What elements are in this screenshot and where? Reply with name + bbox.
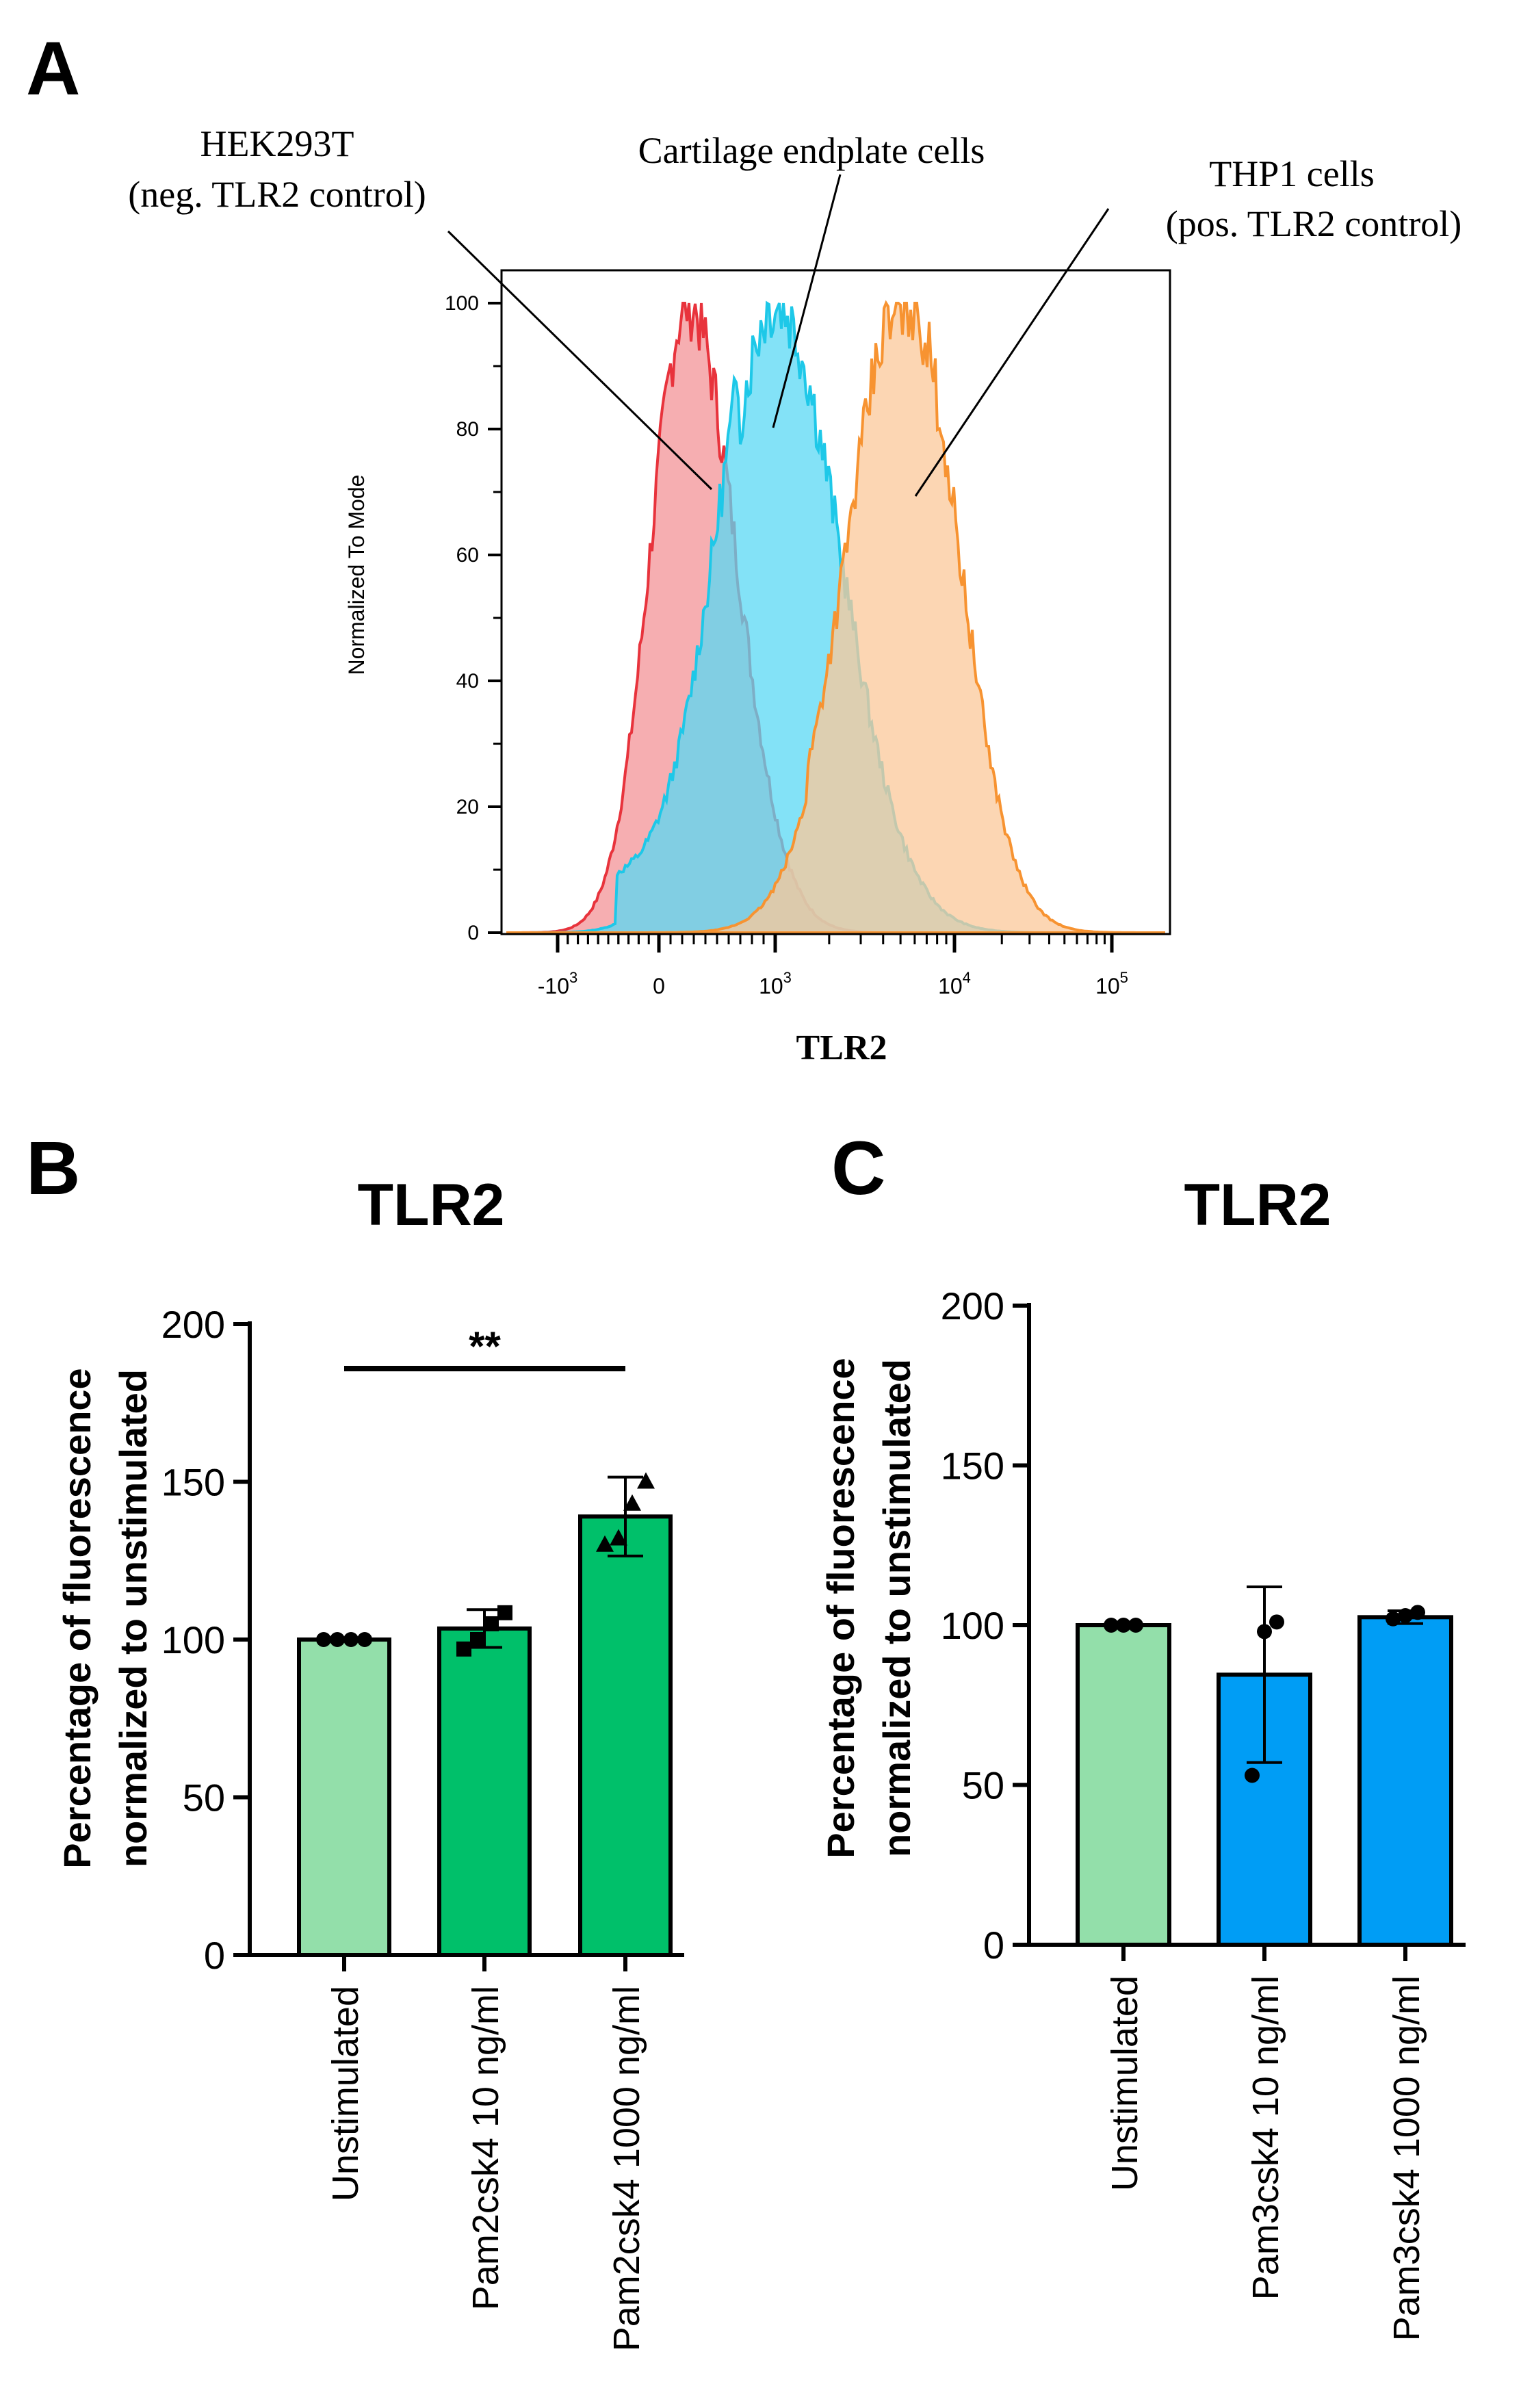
panel-c-letter: C [831, 1126, 885, 1211]
data-point [1269, 1614, 1284, 1630]
histogram-y-tick-label: 40 [456, 670, 479, 692]
significance-label: ** [469, 1323, 501, 1369]
panel-b-title: TLR2 [358, 1172, 505, 1238]
histogram-x-tick-label: 105 [1095, 969, 1128, 998]
y-tick-label: 100 [941, 1604, 1004, 1647]
y-tick-label: 0 [983, 1924, 1004, 1967]
label-hek293t-line2: (neg. TLR2 control) [128, 174, 426, 215]
panel-a-letter: A [26, 27, 80, 111]
y-tick-label: 100 [161, 1618, 225, 1661]
pointer-cartilage [772, 174, 842, 428]
category-label: Pam3csk4 10 ng/ml [1245, 1976, 1286, 2300]
label-thp1-line2: (pos. TLR2 control) [1166, 203, 1461, 244]
histogram-y-axis: 0 20 40 60 80 100 [445, 292, 502, 944]
y-tick-label: 0 [204, 1934, 225, 1977]
label-hek293t-line1: HEK293T [200, 123, 354, 164]
histogram-x-tick-label: 0 [653, 974, 665, 998]
data-point [484, 1616, 499, 1631]
pointer-thp1 [914, 208, 1110, 497]
panel-b-letter: B [26, 1126, 80, 1211]
data-point [470, 1632, 485, 1647]
data-point [637, 1472, 655, 1489]
data-point [596, 1535, 614, 1552]
panel-b-y-title-line2: normalized to unstimulated [112, 1369, 155, 1867]
y-tick-label: 150 [941, 1445, 1004, 1488]
bar [578, 1514, 673, 1957]
histogram-thp1 [506, 300, 1165, 934]
data-point [316, 1632, 331, 1647]
y-tick-label: 200 [941, 1284, 1004, 1328]
histogram-y-tick-label: 0 [467, 922, 479, 944]
label-cartilage-endplate: Cartilage endplate cells [638, 130, 985, 171]
category-label: Pam3csk4 1000 ng/ml [1386, 1976, 1427, 2341]
data-point [1398, 1607, 1413, 1623]
data-point [456, 1641, 471, 1657]
data-point [1257, 1624, 1272, 1640]
label-thp1-line1: THP1 cells [1209, 153, 1374, 194]
y-tick-label: 150 [161, 1461, 225, 1504]
panel-c-plot: 0 50 100 150 200 Unstimulated Pam3csk4 10 ng/m… [941, 1284, 1466, 2341]
panel-c-title: TLR2 [1184, 1172, 1331, 1238]
y-tick-label: 200 [161, 1303, 225, 1346]
panel-c-y-title-line1: Percentage of fluorescence [819, 1358, 862, 1858]
pointer-hek293t [447, 230, 713, 491]
bar [1076, 1623, 1171, 1947]
bar [437, 1626, 532, 1957]
category-label: Pam2csk4 1000 ng/ml [606, 1986, 647, 2351]
category-label: Unstimulated [1104, 1976, 1145, 2191]
data-point [1410, 1605, 1425, 1620]
histogram-x-tick-label: 103 [759, 969, 792, 998]
panel-b: B TLR2 Percentage of fluorescence normal… [26, 1126, 684, 2351]
histogram-x-tick-label: 104 [938, 969, 971, 998]
histogram-x-axis: -103 0 103 104 105 [538, 934, 1128, 998]
data-point [497, 1605, 512, 1620]
panel-b-plot: 0 50 100 150 200 Unstimulated Pam2csk4 10 ng/m… [161, 1303, 684, 2351]
histogram-y-axis-title: Normalized To Mode [344, 475, 369, 675]
data-point [623, 1494, 641, 1511]
category-label: Pam2csk4 10 ng/ml [465, 1986, 506, 2310]
category-label: Unstimulated [325, 1986, 366, 2201]
panel-c-y-title-line2: normalized to unstimulated [875, 1359, 918, 1857]
y-tick-label: 50 [183, 1776, 225, 1820]
data-point [610, 1529, 627, 1546]
data-point [1128, 1618, 1143, 1633]
histogram-x-axis-title: TLR2 [796, 1028, 887, 1067]
data-point [1245, 1768, 1260, 1783]
data-point [357, 1632, 372, 1647]
data-point [330, 1632, 345, 1647]
histogram-area [506, 300, 1165, 934]
bar [297, 1637, 391, 1957]
data-point [1104, 1618, 1119, 1633]
data-point [343, 1632, 359, 1647]
bar [1357, 1615, 1453, 1947]
histogram-x-tick-label: -103 [538, 969, 578, 998]
y-tick-label: 50 [962, 1764, 1004, 1807]
panel-a: A 0 20 40 60 80 100 -103 0 103 104 105 Normalized… [26, 27, 1461, 1067]
data-point [1386, 1611, 1401, 1627]
histogram-y-tick-label: 60 [456, 544, 479, 567]
data-point [1116, 1618, 1131, 1633]
panel-c: C TLR2 Percentage of fluorescence normal… [819, 1126, 1466, 2341]
histogram-y-tick-label: 20 [456, 796, 479, 818]
histogram-y-tick-label: 80 [456, 418, 479, 441]
histogram-frame [500, 269, 1171, 935]
histogram-y-tick-label: 100 [445, 292, 479, 315]
panel-b-y-title-line1: Percentage of fluorescence [55, 1368, 99, 1868]
